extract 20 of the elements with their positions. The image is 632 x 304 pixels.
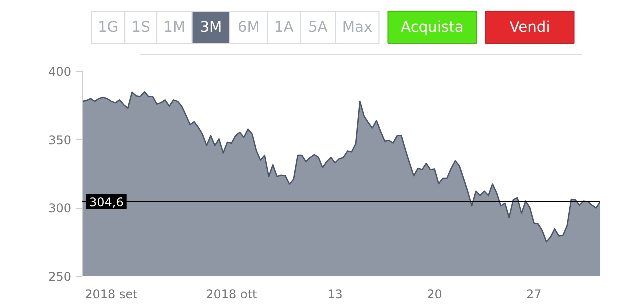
text: 6M — [238, 19, 260, 36]
x-tick-label: 20 — [427, 288, 442, 302]
text: Vendi — [510, 19, 550, 36]
x-tick-label: 13 — [328, 288, 343, 302]
y-tick-label: 350 — [48, 133, 72, 148]
text: 3M — [200, 19, 222, 36]
text: 5A — [308, 19, 328, 36]
x-tick-label: 2018 set — [85, 288, 138, 302]
x-tick-label: 27 — [526, 288, 542, 302]
text: 1A — [274, 19, 294, 36]
ref-line-label: 304,6 — [90, 195, 124, 210]
text: Max — [342, 19, 373, 36]
text: 1S — [132, 19, 150, 36]
y-tick-label: 300 — [48, 202, 72, 216]
x-tick-label: 2018 ott — [206, 288, 258, 302]
text: 1G — [98, 19, 119, 36]
text: 1M — [164, 19, 186, 36]
y-tick-label: 400 — [48, 65, 72, 79]
y-tick-label: 250 — [48, 270, 72, 284]
text: Acquista — [401, 19, 464, 36]
